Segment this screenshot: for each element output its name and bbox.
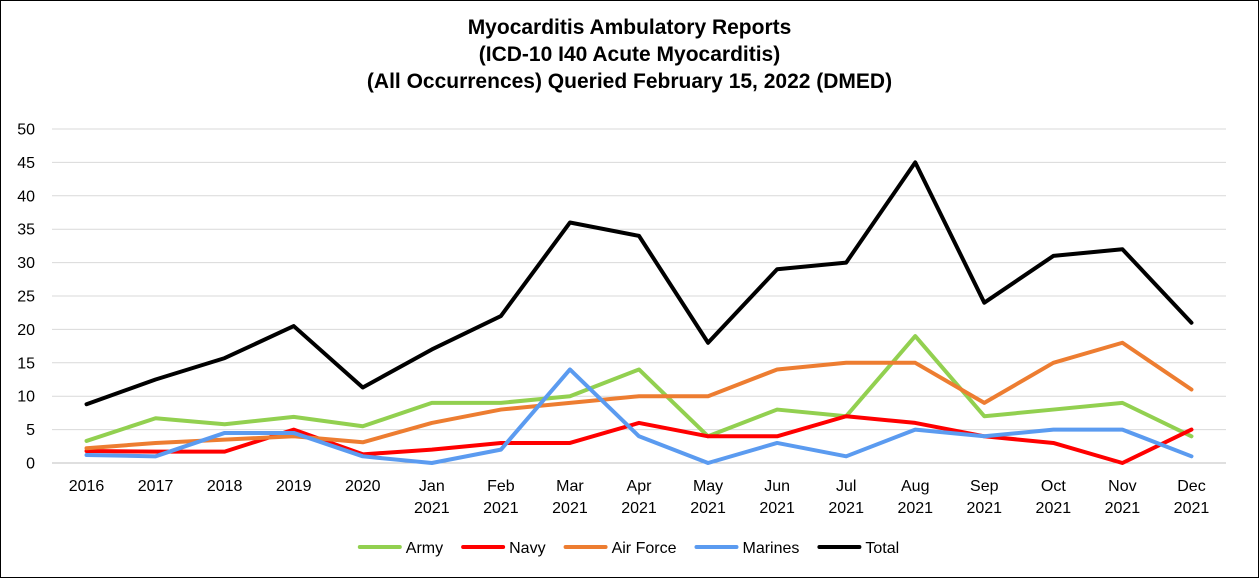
x-tick-label-12-1: 2021 xyxy=(897,500,933,517)
legend: Army Navy Air Force Marines Total xyxy=(357,540,899,557)
gridlines xyxy=(52,128,1226,464)
x-tick-label-10-0: Jun xyxy=(764,478,790,495)
chart-title-line-1: Myocarditis Ambulatory Reports xyxy=(467,16,792,39)
y-tick-label-35: 35 xyxy=(17,222,35,239)
x-tick-label-2-0: 2018 xyxy=(207,478,243,495)
x-tick-label-7-1: 2021 xyxy=(552,500,588,517)
series-line-total xyxy=(84,160,1194,407)
x-tick-label-3-0: 2019 xyxy=(276,478,312,495)
y-tick-label-15: 15 xyxy=(17,355,35,372)
x-tick-label-16-0: Dec xyxy=(1177,478,1205,495)
x-tick-label-0-0: 2016 xyxy=(69,478,105,495)
x-tick-label-1-0: 2017 xyxy=(138,478,174,495)
legend-label-total: Total xyxy=(865,540,899,557)
series-line-marines xyxy=(84,367,1194,465)
x-tick-label-12-0: Aug xyxy=(901,478,929,495)
legend-label-navy: Navy xyxy=(509,540,545,557)
y-tick-label-20: 20 xyxy=(17,322,35,339)
chart-title-line-2: (ICD-10 I40 Acute Myocarditis) xyxy=(478,43,781,66)
x-tick-label-14-1: 2021 xyxy=(1036,500,1072,517)
series-line-air-force xyxy=(84,340,1194,451)
y-tick-label-10: 10 xyxy=(17,389,35,406)
legend-label-army: Army xyxy=(406,540,443,557)
chart-title: Myocarditis Ambulatory Reports (ICD-10 I… xyxy=(0,14,1259,95)
x-tick-label-7-0: Mar xyxy=(556,478,584,495)
chart-title-line-3: (All Occurrences) Queried February 15, 2… xyxy=(366,70,893,93)
series-line-army xyxy=(84,334,1194,443)
x-tick-label-6-1: 2021 xyxy=(483,500,519,517)
x-tick-label-16-1: 2021 xyxy=(1174,500,1210,517)
x-tick-label-13-0: Sep xyxy=(970,478,999,495)
x-axis-ticks: 2016 2017 2018 2019 2020 Jan 2021 Feb 2021 Mar 202… xyxy=(69,478,1210,517)
x-tick-label-8-0: Apr xyxy=(627,478,653,495)
legend-label-marines: Marines xyxy=(742,540,799,557)
x-tick-label-6-0: Feb xyxy=(487,478,515,495)
y-tick-label-0: 0 xyxy=(26,456,35,473)
x-tick-label-15-1: 2021 xyxy=(1105,500,1141,517)
x-tick-label-5-0: Jan xyxy=(419,478,445,495)
x-tick-label-5-1: 2021 xyxy=(414,500,450,517)
x-tick-label-4-0: 2020 xyxy=(345,478,381,495)
y-tick-label-45: 45 xyxy=(17,155,35,172)
x-tick-label-9-1: 2021 xyxy=(690,500,726,517)
series-lines xyxy=(84,160,1194,465)
y-axis-ticks: 0 5 10 15 20 25 30 35 40 45 50 xyxy=(17,122,35,473)
x-tick-label-10-1: 2021 xyxy=(759,500,795,517)
y-tick-label-40: 40 xyxy=(17,188,35,205)
legend-label-air-force: Air Force xyxy=(612,540,677,557)
y-tick-label-5: 5 xyxy=(26,422,35,439)
y-tick-label-25: 25 xyxy=(17,289,35,306)
x-tick-label-14-0: Oct xyxy=(1041,478,1066,495)
x-tick-label-8-1: 2021 xyxy=(621,500,657,517)
x-tick-label-9-0: May xyxy=(693,478,723,495)
x-tick-label-11-1: 2021 xyxy=(828,500,864,517)
y-tick-label-50: 50 xyxy=(17,122,35,139)
x-tick-label-15-0: Nov xyxy=(1108,478,1136,495)
y-tick-label-30: 30 xyxy=(17,255,35,272)
x-tick-label-13-1: 2021 xyxy=(966,500,1002,517)
x-tick-label-11-0: Jul xyxy=(836,478,856,495)
